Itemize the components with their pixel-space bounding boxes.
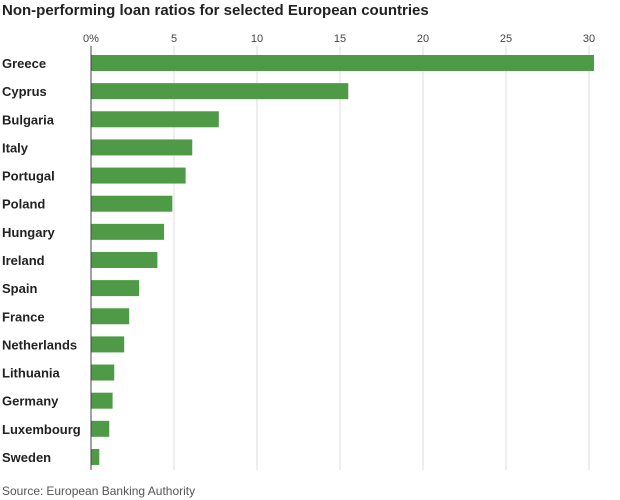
category-label: Lithuania — [2, 366, 61, 381]
chart-title: Non-performing loan ratios for selected … — [2, 2, 429, 19]
x-tick-label: 25 — [500, 33, 512, 45]
bar-ireland — [91, 251, 158, 268]
bar-greece — [91, 55, 594, 71]
bar-france — [91, 308, 130, 325]
bar-poland — [91, 195, 173, 212]
bar-luxembourg — [91, 420, 110, 437]
bar-spain — [91, 280, 140, 297]
category-label: Spain — [2, 281, 37, 296]
bar-germany — [91, 392, 113, 409]
category-label: Netherlands — [2, 337, 77, 352]
x-tick-label: 10 — [251, 33, 263, 45]
category-label: Ireland — [2, 253, 45, 268]
category-label: Hungary — [2, 225, 56, 240]
bar-netherlands — [91, 336, 125, 353]
category-labels: Greece Cyprus Bulgaria Italy Portugal Poland H… — [2, 56, 81, 465]
source-name: European Banking Authority — [46, 484, 196, 498]
x-tick-label: 20 — [417, 33, 429, 45]
bar-bulgaria — [91, 111, 219, 128]
category-label: Luxembourg — [2, 422, 81, 437]
bar-hungary — [91, 223, 165, 240]
category-label: Portugal — [2, 169, 55, 184]
x-axis-ticks: 0% 5 10 15 20 25 30 — [83, 33, 595, 45]
category-label: Bulgaria — [2, 112, 55, 127]
x-tick-label: 15 — [334, 33, 346, 45]
category-label: Greece — [2, 56, 46, 71]
bar-cyprus — [91, 83, 349, 100]
category-label: France — [2, 309, 45, 324]
category-label: Italy — [2, 140, 29, 155]
bar-italy — [91, 139, 193, 156]
source-label: Source: — [2, 484, 44, 498]
source-note: Source: European Banking Authority — [2, 484, 195, 498]
category-label: Germany — [2, 394, 59, 409]
bar-chart: 0% 5 10 15 20 25 30 Greece Cyprus Bulgaria Italy P… — [2, 33, 595, 470]
category-label: Sweden — [2, 450, 51, 465]
bar-sweden — [91, 448, 100, 465]
bar-portugal — [91, 167, 186, 184]
bars — [91, 55, 594, 465]
x-tick-label: 0% — [83, 33, 99, 45]
x-tick-label: 5 — [171, 33, 177, 45]
grid-lines — [173, 46, 590, 470]
bar-lithuania — [91, 364, 115, 381]
category-label: Poland — [2, 197, 45, 212]
x-tick-label: 30 — [583, 33, 595, 45]
category-label: Cyprus — [2, 84, 47, 99]
